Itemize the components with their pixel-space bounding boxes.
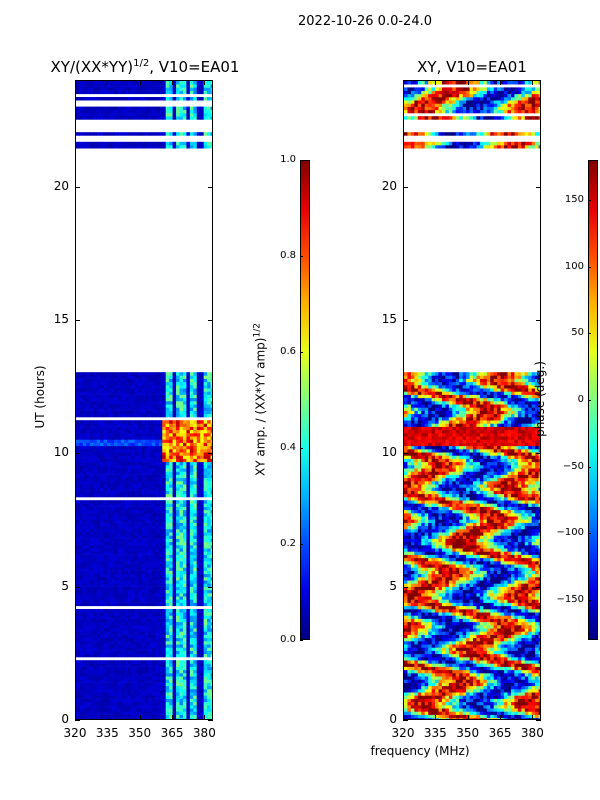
left-ytick-mark	[75, 320, 80, 321]
right-ytick-mark	[403, 720, 408, 721]
left-xtick-mark	[107, 715, 109, 720]
right-colorbar-tickmark	[588, 266, 591, 268]
figure-title: 2022-10-26 0.0-24.0	[298, 14, 432, 29]
right-xtick-mark	[435, 715, 437, 720]
left-xtick-mark	[172, 80, 174, 85]
left-heatmap-frame	[75, 80, 213, 720]
left-colorbar-tick: 0.4	[280, 442, 296, 453]
right-ytick-mark	[403, 586, 408, 588]
right-ytick-mark	[403, 320, 408, 321]
left-ytick-mark	[208, 453, 213, 455]
right-ytick-mark	[536, 186, 541, 188]
right-panel-title: XY, V10=EA01	[417, 58, 527, 76]
shared-xlabel: frequency (MHz)	[370, 744, 470, 758]
left-ytick-mark	[75, 720, 80, 721]
left-ytick-mark	[75, 453, 80, 455]
right-xtick-mark	[403, 715, 404, 720]
left-colorbar-tickmark	[300, 160, 303, 161]
left-colorbar-tickmark	[300, 448, 303, 449]
right-colorbar-tick: 50	[571, 327, 584, 339]
left-colorbar-tick: 0.0	[280, 634, 296, 645]
right-ytick-label: 5	[389, 578, 397, 593]
left-ytick-mark	[75, 586, 80, 588]
right-xtick-label: 335	[423, 726, 447, 740]
right-ytick-mark	[536, 453, 541, 455]
right-ytick-mark	[403, 453, 408, 455]
left-ytick-mark	[208, 586, 213, 588]
right-ytick-mark	[536, 320, 541, 321]
right-xtick-label: 320	[391, 726, 415, 740]
right-colorbar-tick: −50	[562, 460, 584, 472]
left-ytick-label: 20	[53, 178, 69, 193]
right-colorbar-tickmark	[588, 466, 591, 468]
right-xtick-mark	[467, 80, 469, 85]
right-heatmap-frame	[403, 80, 541, 720]
left-ytick-mark	[208, 720, 213, 721]
left-xtick-mark	[139, 715, 141, 720]
right-colorbar-label: phase (deg.)	[533, 361, 547, 437]
right-xtick-mark	[500, 80, 502, 85]
right-colorbar-tickmark	[588, 333, 591, 335]
left-ytick-label: 5	[61, 578, 69, 593]
left-xtick-mark	[75, 80, 76, 85]
right-xtick-mark	[500, 715, 502, 720]
right-xtick-label: 350	[456, 726, 480, 740]
left-ytick-mark	[208, 186, 213, 188]
right-ytick-label: 15	[381, 312, 397, 326]
left-xtick-mark	[172, 715, 174, 720]
left-ylabel: UT (hours)	[33, 365, 47, 429]
right-ytick-label: 10	[381, 445, 397, 460]
right-xtick-label: 365	[488, 726, 512, 740]
left-colorbar-tick: 0.2	[280, 538, 296, 549]
left-ytick-label: 15	[53, 312, 69, 326]
left-xtick-label: 380	[192, 726, 216, 740]
right-colorbar-tick: 100	[564, 260, 584, 272]
left-panel-title: XY/(XX*YY)1/2, V10=EA01	[50, 58, 240, 76]
right-ytick-mark	[536, 720, 541, 721]
left-xtick-mark	[139, 80, 141, 85]
left-ytick-label: 10	[53, 445, 69, 460]
left-xtick-mark	[204, 80, 206, 85]
left-heatmap	[76, 81, 212, 719]
left-colorbar-tickmark	[300, 640, 303, 641]
left-colorbar-tickmark	[300, 544, 303, 545]
left-ytick-mark	[208, 320, 213, 321]
left-colorbar-tickmark	[300, 256, 303, 257]
right-colorbar-tick: 150	[564, 194, 584, 205]
left-ytick-label: 0	[61, 712, 69, 726]
left-colorbar	[300, 160, 310, 640]
left-xtick-label: 335	[95, 726, 119, 740]
left-xtick-label: 320	[63, 726, 87, 740]
right-xtick-mark	[435, 80, 437, 85]
left-colorbar-tick: 1.0	[280, 154, 296, 165]
right-xtick-mark	[403, 80, 404, 85]
left-xtick-mark	[204, 715, 206, 720]
left-xtick-label: 365	[160, 726, 184, 740]
right-colorbar-tick: −100	[556, 527, 584, 539]
left-xtick-label: 350	[128, 726, 152, 740]
left-colorbar-tickmark	[300, 352, 303, 353]
right-colorbar-tickmark	[588, 533, 591, 535]
right-colorbar-tickmark	[588, 400, 591, 401]
right-xtick-mark	[532, 715, 534, 720]
right-colorbar-tick: 0	[577, 394, 584, 405]
left-colorbar-label: XY amp. / (XX*YY amp)1/2	[252, 323, 268, 476]
right-heatmap	[404, 81, 540, 719]
left-ytick-mark	[75, 186, 80, 188]
left-colorbar-tick: 0.8	[280, 250, 296, 261]
right-ytick-mark	[536, 586, 541, 588]
right-colorbar-tickmark	[588, 200, 591, 201]
left-xtick-mark	[107, 80, 109, 85]
left-xtick-mark	[75, 715, 76, 720]
right-xtick-mark	[467, 715, 469, 720]
right-colorbar-tickmark	[588, 600, 591, 601]
right-xtick-label: 380	[520, 726, 544, 740]
left-colorbar-tick: 0.6	[280, 346, 296, 357]
right-colorbar-tick: −150	[556, 594, 584, 605]
right-xtick-mark	[532, 80, 534, 85]
right-ytick-label: 20	[381, 178, 397, 193]
right-ytick-label: 0	[389, 712, 397, 726]
right-ytick-mark	[403, 186, 408, 188]
